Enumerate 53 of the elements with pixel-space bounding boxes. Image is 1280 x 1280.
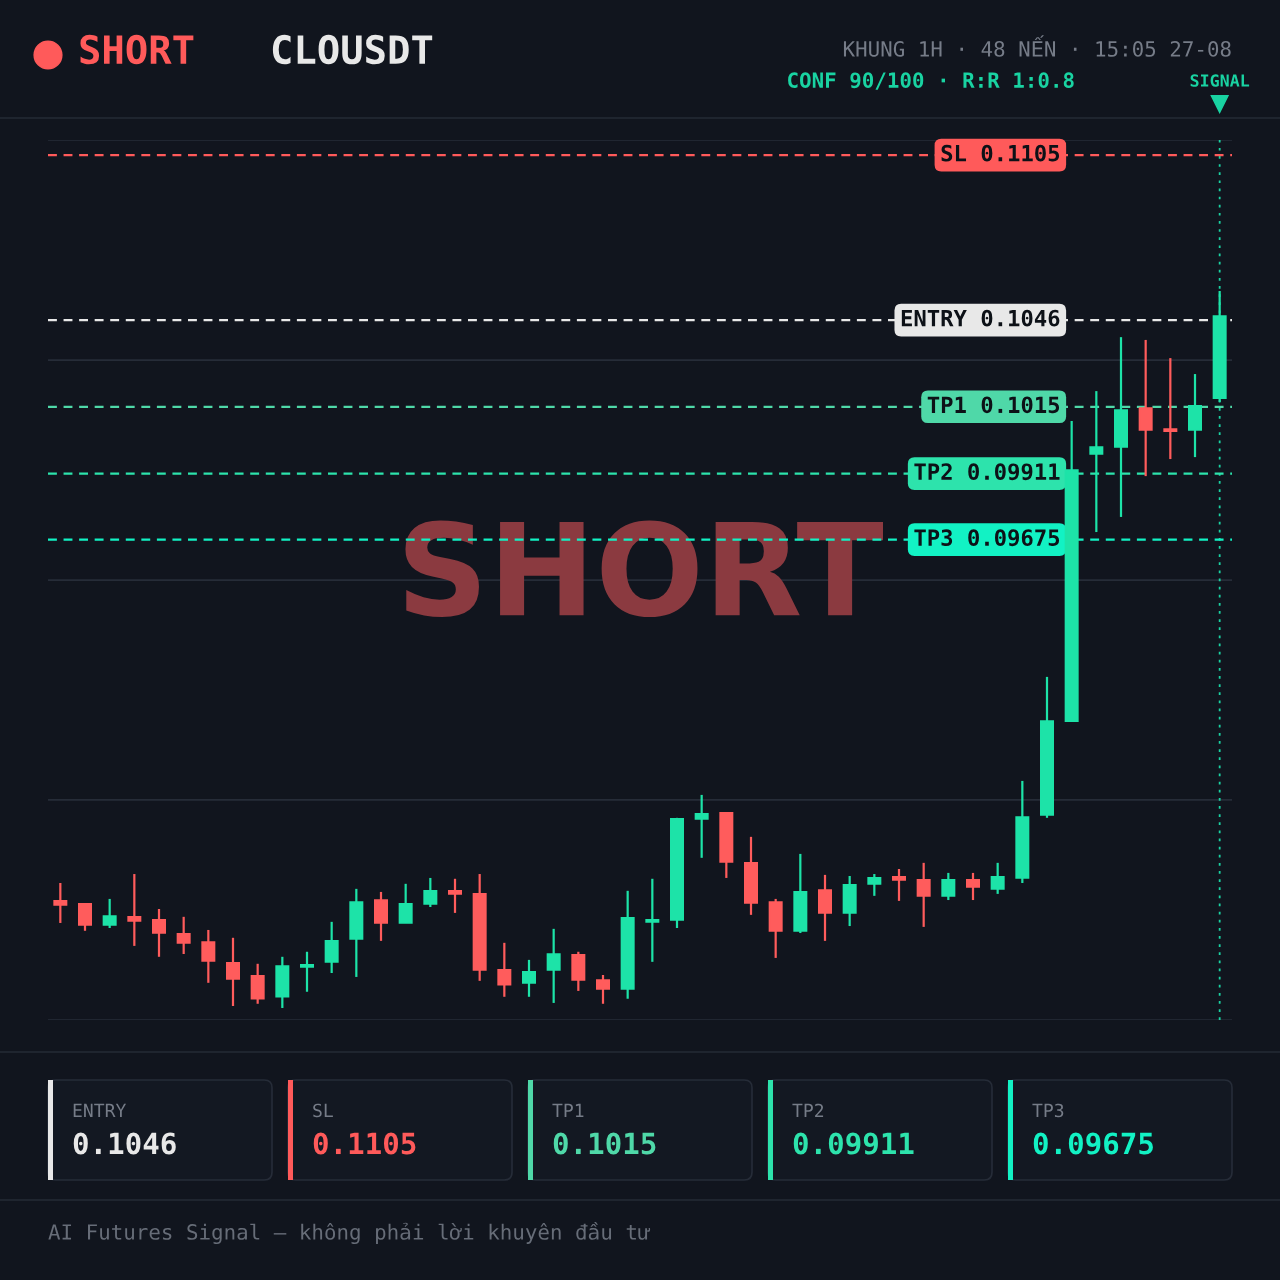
candlestick <box>867 872 882 897</box>
ref-line-label: TP3 0.09675 <box>914 529 1060 547</box>
text: CONF 90/100 · R:R 1:0.8 <box>788 72 1074 90</box>
candlestick <box>201 928 216 984</box>
chart-title: SHORT <box>80 34 194 65</box>
candlestick <box>546 927 561 1005</box>
text: TP1 <box>552 1103 584 1118</box>
candlestick <box>941 871 956 902</box>
candlestick <box>497 941 512 998</box>
chart-subtitle: CLOUSDT <box>272 34 433 65</box>
candlestick <box>151 907 167 958</box>
candlestick <box>127 872 142 948</box>
candlestick <box>324 920 339 975</box>
candlestick <box>1089 390 1104 534</box>
annotation: SHORT <box>405 520 883 618</box>
candlestick <box>1163 357 1178 461</box>
candlestick <box>521 958 537 998</box>
candlestick <box>102 897 117 930</box>
candlestick <box>1138 338 1153 478</box>
candlestick <box>53 881 68 925</box>
candlestick <box>77 902 93 932</box>
candlestick <box>891 867 907 902</box>
text: SIGNAL <box>1190 74 1250 87</box>
text: 0.1046 <box>73 1132 176 1155</box>
ref-line-label: SL 0.1105 <box>941 144 1060 162</box>
candlestick <box>694 793 709 859</box>
text: 0.09911 <box>793 1132 914 1155</box>
text: 0.1015 <box>553 1132 656 1155</box>
candlestick <box>398 882 413 925</box>
text: ENTRY <box>73 1103 127 1118</box>
candlestick <box>645 877 660 963</box>
ref-line-label: TP2 0.09911 <box>914 463 1060 481</box>
candlestick <box>250 962 265 1005</box>
candlestick <box>965 871 981 902</box>
candlestick <box>176 915 191 956</box>
text: KHUNG 1H · 48 NẾN · 15:05 27-08 <box>843 35 1231 57</box>
text: TP3 <box>1032 1103 1064 1118</box>
candlestick <box>447 877 463 915</box>
text: AI Futures Signal — không phải lời khuyên đầu tư <box>48 1221 651 1245</box>
text: 0.1105 <box>313 1132 416 1155</box>
candlestick <box>990 861 1005 895</box>
ref-line-label: ENTRY 0.1046 <box>901 309 1060 327</box>
candlestick <box>299 950 315 993</box>
text: TP2 <box>792 1103 824 1118</box>
candlestick <box>373 890 389 942</box>
candlestick <box>916 861 931 928</box>
candlestick <box>423 876 438 909</box>
text: 0.09675 <box>1033 1132 1153 1155</box>
ref-line-label: TP1 0.1015 <box>927 396 1060 414</box>
candlestick <box>225 936 241 1008</box>
text: SL <box>313 1103 333 1118</box>
candlestick <box>595 973 611 1005</box>
candlestick <box>817 873 833 942</box>
